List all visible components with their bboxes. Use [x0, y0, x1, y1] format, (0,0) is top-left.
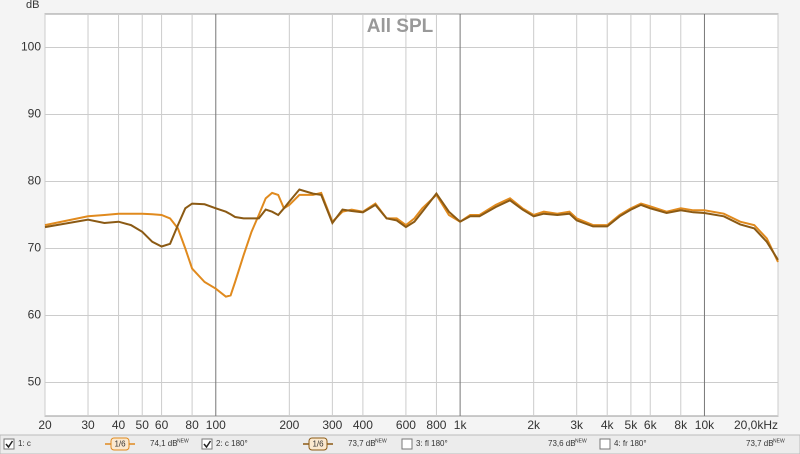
x-tick-label: 200 [279, 418, 299, 432]
x-tick-label: 4k [601, 418, 615, 432]
y-tick-label: 70 [28, 241, 42, 255]
checkbox [599, 438, 611, 450]
smoothing-button [308, 437, 328, 451]
smoothing-label: 1/6 [114, 440, 126, 449]
level-tag: NEW [575, 438, 587, 444]
level-tag: NEW [773, 438, 785, 444]
x-tick-label: 1k [454, 418, 468, 432]
legend-name: 3: fl 180° [416, 439, 448, 448]
x-tick-label: 400 [353, 418, 373, 432]
checkbox [401, 438, 413, 450]
y-axis-label: dB [26, 0, 39, 11]
x-tick-label: 20 [38, 418, 52, 432]
y-tick-label: 50 [28, 375, 42, 389]
x-tick-label: 80 [185, 418, 199, 432]
plot-area [44, 13, 779, 417]
x-tick-label: 8k [674, 418, 688, 432]
legend-name: 4: fr 180° [614, 439, 647, 448]
x-tick-label: 20,0kHz [734, 418, 778, 432]
x-tick-label: 300 [322, 418, 342, 432]
series-line [44, 188, 779, 261]
y-tick-label: 90 [28, 107, 42, 121]
x-tick-label: 60 [155, 418, 169, 432]
checkbox [3, 438, 15, 450]
checkmark [5, 440, 14, 449]
y-tick-label: 80 [28, 174, 42, 188]
x-tick-label: 40 [112, 418, 126, 432]
x-tick-label: 800 [426, 418, 446, 432]
x-tick-label: 50 [136, 418, 150, 432]
x-tick-label: 2k [527, 418, 541, 432]
legend-name: 2: c 180° [216, 439, 248, 448]
legend-name: 1: c [18, 439, 31, 448]
level-tag: NEW [375, 438, 387, 444]
y-tick-label: 100 [21, 40, 41, 54]
legend-level: 73,7 dB [348, 439, 376, 448]
smoothing-label: 1/6 [312, 440, 324, 449]
smoothing-button [110, 437, 130, 451]
legend-level: 73,6 dB [548, 439, 576, 448]
x-tick-label: 600 [396, 418, 416, 432]
legend-level: 73,7 dB [746, 439, 774, 448]
x-tick-label: 30 [81, 418, 95, 432]
checkbox [201, 438, 213, 450]
x-tick-label: 10k [695, 418, 715, 432]
chart-title: All SPL [367, 16, 434, 37]
x-tick-label: 5k [625, 418, 639, 432]
legend-level: 74,1 dB [150, 439, 178, 448]
x-tick-label: 6k [644, 418, 658, 432]
x-tick-label: 3k [570, 418, 584, 432]
x-tick-label: 100 [206, 418, 226, 432]
level-tag: NEW [177, 438, 189, 444]
checkmark [203, 440, 212, 449]
y-tick-label: 60 [28, 308, 42, 322]
